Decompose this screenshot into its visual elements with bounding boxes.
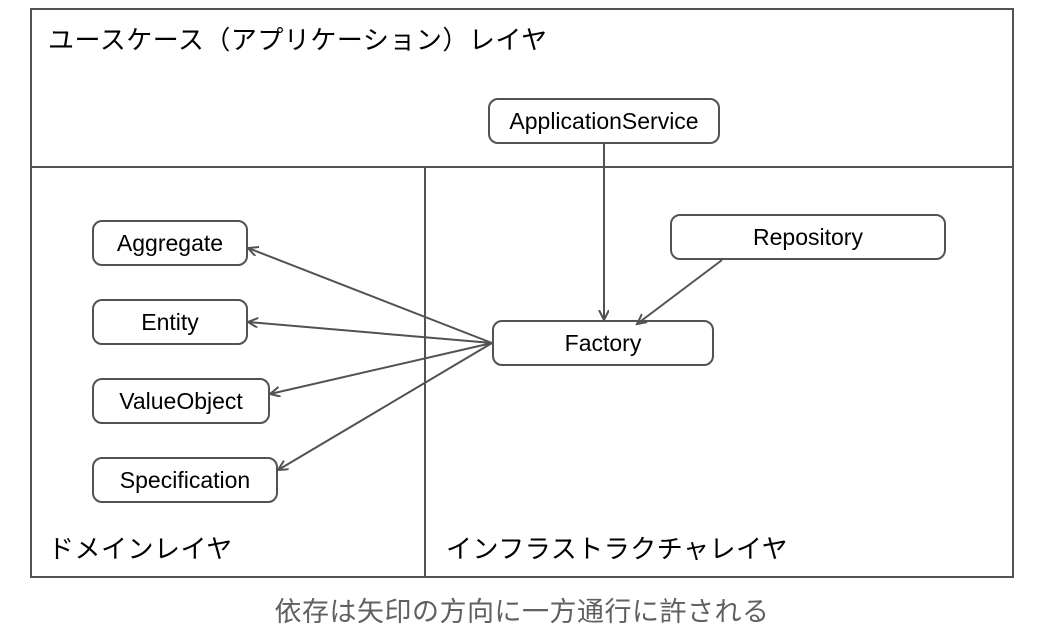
node-aggregate: Aggregate — [92, 220, 248, 266]
usecase-layer: ユースケース（アプリケーション）レイヤ — [32, 10, 1012, 168]
node-value-object: ValueObject — [92, 378, 270, 424]
node-label: Entity — [141, 309, 199, 336]
node-application-service: ApplicationService — [488, 98, 720, 144]
node-label: Aggregate — [117, 230, 223, 257]
node-entity: Entity — [92, 299, 248, 345]
node-label: Factory — [565, 330, 642, 357]
node-label: Repository — [753, 224, 863, 251]
node-label: ValueObject — [119, 388, 243, 415]
node-specification: Specification — [92, 457, 278, 503]
domain-layer-title: ドメインレイヤ — [48, 529, 233, 566]
diagram-caption: 依存は矢印の方向に一方通行に許される — [0, 590, 1044, 629]
node-repository: Repository — [670, 214, 946, 260]
node-label: ApplicationService — [509, 108, 698, 135]
usecase-layer-title: ユースケース（アプリケーション）レイヤ — [48, 20, 548, 57]
infra-layer-title: インフラストラクチャレイヤ — [446, 529, 788, 566]
node-label: Specification — [120, 467, 250, 494]
node-factory: Factory — [492, 320, 714, 366]
layered-architecture-diagram: ユースケース（アプリケーション）レイヤ ドメインレイヤ インフラストラクチャレイ… — [30, 8, 1014, 578]
